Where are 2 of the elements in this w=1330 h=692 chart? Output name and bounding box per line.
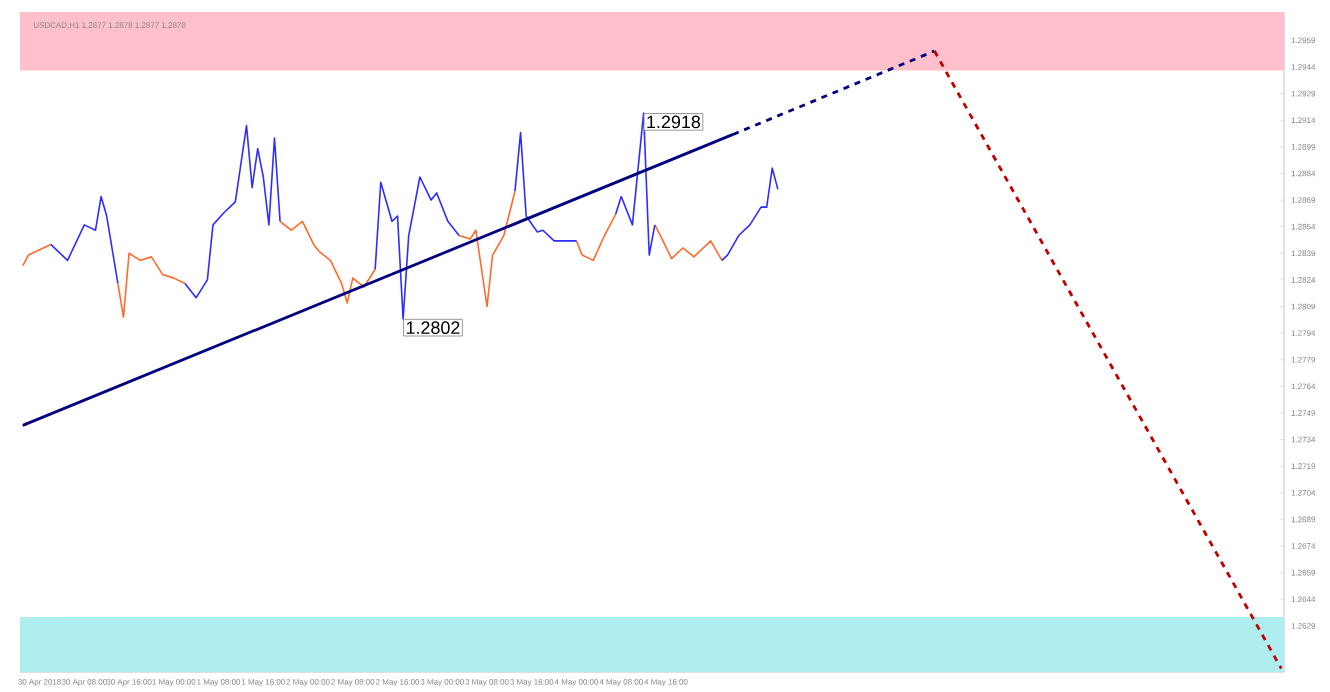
annotation: 1.2918 <box>647 115 701 129</box>
annotation: 1.2802 <box>406 321 460 335</box>
